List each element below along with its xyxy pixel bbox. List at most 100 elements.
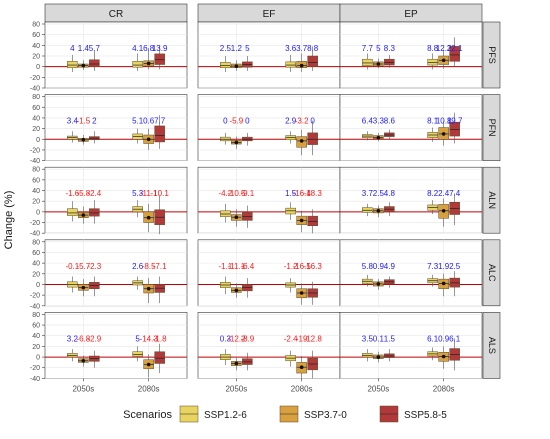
y-tick-label: -20 [30,293,40,300]
mean-point [146,61,151,66]
box-SSP5.8-5: 0 [242,117,253,146]
y-tick-label: 0 [36,137,40,144]
panel-frame [44,21,188,89]
box-SSP5.8-5: -2.9 [87,334,102,368]
box-SSP3.7-0: -12.2 [227,334,246,371]
data-label: 3.7 [362,189,374,198]
box-SSP3.7-0: -5.8 [76,189,91,224]
data-label: 13.9 [152,44,168,53]
data-label: 1.2 [231,44,243,53]
column-strip-label: CR [109,9,123,20]
mean-point [81,213,86,217]
y-tick-label: 40 [32,261,40,268]
data-label: 0.6 [143,117,155,126]
box-body [307,215,318,226]
box-SSP3.7-0: -11.1 [140,189,158,233]
panel-frame [339,166,483,234]
legend-item: SSP3.7-0 [279,405,347,423]
data-label: 6.1 [449,334,461,343]
box-SSP5.8-5: 5 [242,44,253,71]
data-label: 19.7 [447,117,463,126]
panel-frame [44,312,188,379]
box-SSP3.7-0: 0.9 [438,334,450,369]
mean-point [81,63,86,68]
y-tick-label: -40 [30,158,40,165]
mean-point [146,286,151,291]
data-label: 5.8 [362,262,374,271]
mean-point [234,361,239,366]
box-SSP5.8-5: -7.1 [153,262,167,304]
box-SSP1.2-6: 0 [220,117,231,145]
data-label: -10.5 [227,189,246,198]
row-strip-label: ALS [487,337,497,354]
legend-label: SSP1.2-6 [204,410,247,421]
box-SSP1.2-6: 6.4 [362,117,373,141]
box-SSP5.8-5: 2 [89,117,100,144]
data-label: 0 [245,117,250,126]
data-label: 4 [70,44,75,53]
row-strip-ALC [482,239,501,307]
box-SSP3.7-0: 1.4 [78,44,89,70]
data-label: -11.1 [140,189,158,198]
box-SSP1.2-6: -1.1 [218,262,233,295]
column-strip-label: EP [404,9,418,20]
box-SSP1.2-6: 8.1 [427,117,439,142]
data-label: -3.2 [295,117,309,126]
data-label: 0 [310,117,315,126]
data-label: -16.5 [293,262,312,271]
data-label: 7.7 [362,44,374,53]
box-SSP3.7-0: -11.1 [228,262,246,298]
data-label: 8.6 [384,117,396,126]
legend-label: SSP3.7-0 [304,410,347,421]
data-label: 0.3 [220,334,232,343]
data-label: 2.4 [438,189,450,198]
mean-point [299,365,304,370]
mean-point [234,64,239,68]
y-tick-label: 60 [32,32,40,39]
mean-point [299,291,304,295]
box-body [67,208,78,216]
mean-point [376,355,381,359]
box-SSP3.7-0: -16.4 [293,189,311,233]
box-SSP5.8-5: -8.9 [240,334,255,371]
data-label: 2.5 [449,262,461,271]
panel-frame [197,239,341,307]
box-body [89,208,100,217]
mean-point [146,137,151,142]
row-strip-ALS [482,312,501,379]
data-label: -8.5 [142,262,156,271]
box-SSP3.7-0: 5 [373,44,384,69]
mean-point [234,140,239,145]
box-SSP5.8-5: -18.3 [304,189,322,234]
panel-ALN-EF: -4.2-10.5-9.1 1.5-16.4-18.3 [197,166,341,234]
y-tick-label: 60 [32,250,40,257]
data-label: -9.1 [240,189,254,198]
panel-ALS-CR: -40 -20 0 20 40 60 80 3.2-6.8-2.9 5 -14.3-1.8 2050… [30,312,188,393]
data-label: -1.1 [218,262,232,271]
box-SSP3.7-0: 1.2 [231,44,243,71]
box-SSP1.2-6: 1.5 [285,189,297,220]
y-tick-label: 60 [32,177,40,184]
data-label: 0.1 [373,334,385,343]
mean-point [441,58,446,63]
box-SSP1.2-6: 4.1 [132,44,144,71]
y-tick-label: 20 [32,344,40,351]
data-label: -5.8 [76,189,90,198]
data-label: 1.5 [285,189,297,198]
box-SSP3.7-0: 0.6 [143,117,155,150]
panel-frame [44,239,188,307]
mean-point [146,215,151,220]
mean-point [299,63,304,68]
y-tick-label: -40 [30,376,40,383]
box-SSP3.7-0: 0.9 [373,262,384,290]
mean-point [234,288,239,293]
box-SSP5.8-5: 4.8 [384,189,395,217]
data-label: -5.9 [229,117,243,126]
data-label: 7.4 [449,189,461,198]
data-label: 2.5 [220,44,232,53]
box-SSP5.8-5: -12.8 [304,334,322,379]
box-SSP5.8-5: 4.9 [384,262,395,288]
data-label: -6.8 [76,334,90,343]
panel-frame [339,239,483,307]
panel-frame [339,94,483,161]
